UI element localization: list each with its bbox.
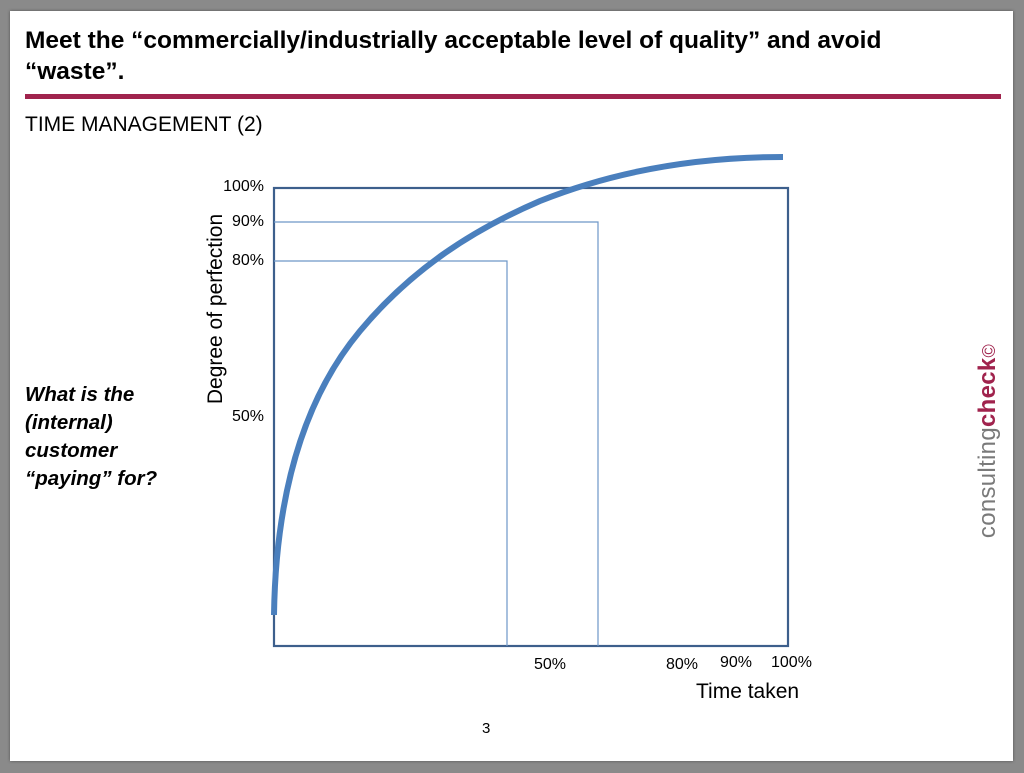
y-tick-90: 90%	[231, 213, 264, 230]
brand-logo: consultingcheck©	[974, 344, 1002, 538]
brand-logo-part1: consulting	[974, 427, 1001, 539]
slide-title: Meet the “commercially/industrially acce…	[25, 27, 882, 85]
x-tick-80: 80%	[666, 656, 699, 673]
x-tick-90: 90%	[720, 654, 753, 671]
guide-80-percent	[274, 260, 508, 646]
slide: Meet the “commercially/industrially acce…	[10, 11, 1013, 761]
slide-subtitle: TIME MANAGEMENT (2)	[25, 113, 263, 136]
question-text: What is the (internal) customer “paying”…	[25, 383, 158, 490]
y-tick-80: 80%	[231, 252, 264, 269]
y-tick-100: 100%	[223, 178, 264, 195]
page-number: 3	[482, 720, 491, 737]
plot-frame	[272, 186, 790, 648]
title-divider	[25, 94, 1001, 99]
y-axis-label: Degree of perfection	[204, 213, 227, 405]
brand-mark-icon: ©	[979, 343, 999, 358]
y-tick-50: 50%	[231, 408, 264, 425]
x-axis-label: Time taken	[696, 680, 800, 703]
x-tick-100: 100%	[771, 654, 812, 671]
x-tick-50: 50%	[534, 656, 567, 673]
perfection-time-chart	[271, 154, 790, 648]
brand-logo-part2: check	[974, 357, 1001, 428]
perfection-curve	[271, 154, 784, 616]
guide-90-percent	[274, 221, 599, 646]
